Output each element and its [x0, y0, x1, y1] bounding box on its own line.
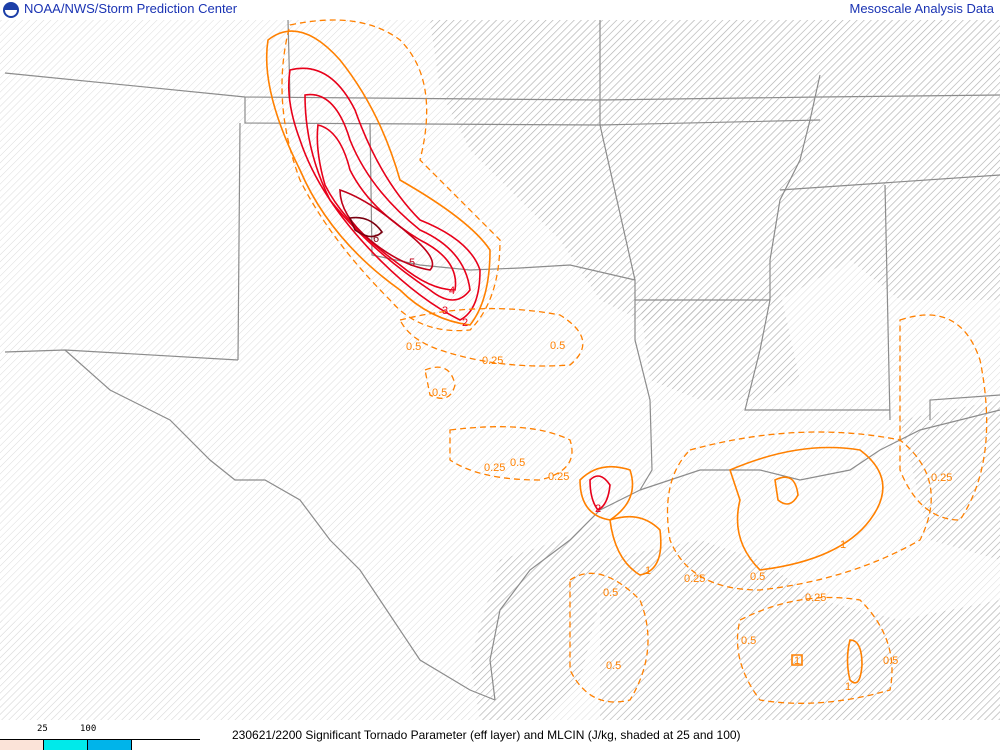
- contour-label: 0.5: [750, 571, 765, 583]
- legend-swatch: [44, 740, 88, 750]
- state-borders: [4, 19, 1000, 701]
- legend-swatch: [88, 740, 132, 750]
- footer: [0, 720, 1000, 750]
- contour-label: 0.5: [510, 457, 525, 469]
- contour-label: 4: [449, 285, 455, 297]
- contour-4: [316, 124, 457, 291]
- contour-6: [348, 216, 384, 238]
- contour-label: 0.25: [548, 471, 569, 483]
- contour-1: [265, 30, 491, 326]
- contour-label: 0.25: [805, 592, 826, 604]
- stp-contours: [265, 19, 988, 704]
- header-subtitle: Mesoscale Analysis Data: [849, 1, 994, 16]
- contour-label: 3: [442, 305, 448, 317]
- contour-label: 1: [845, 681, 851, 693]
- legend-tick: 25: [37, 724, 48, 734]
- map-caption: 230621/2200 Significant Tornado Paramete…: [232, 728, 741, 742]
- contour-label: 6: [373, 233, 379, 245]
- contour-0-25: [281, 19, 501, 332]
- cin-shading: [0, 20, 1000, 720]
- contour-label: 1: [645, 565, 651, 577]
- legend-tick: 100: [80, 724, 97, 734]
- contour-label: 0.5: [741, 635, 756, 647]
- contour-label: 0.5: [550, 340, 565, 352]
- contour-label: 5: [409, 257, 415, 269]
- contour-label: 0.5: [432, 387, 447, 399]
- contour-label: 0.5: [606, 660, 621, 672]
- contour-label: 0.25: [482, 355, 503, 367]
- contour-3: [304, 93, 471, 301]
- contour-label: 1: [794, 655, 800, 667]
- contour-labels: 6 5 4 3 2 2 1 1 1 1 0.5 0.5 0.5 0.5 0.5 …: [373, 233, 952, 693]
- header-title: NOAA/NWS/Storm Prediction Center: [24, 1, 238, 16]
- contour-label: 2: [462, 317, 468, 329]
- legend-swatch: [0, 740, 44, 750]
- contour-5: [339, 188, 434, 271]
- noaa-logo-icon: [3, 2, 19, 18]
- contour-label: 1: [840, 539, 846, 551]
- contour-label: 0.25: [684, 573, 705, 585]
- contour-label: 0.5: [406, 341, 421, 353]
- contour-label: 0.25: [931, 472, 952, 484]
- contour-label: 0.25: [484, 462, 505, 474]
- contour-label: 2: [595, 503, 601, 515]
- contour-label: 0.5: [603, 587, 618, 599]
- contour-2: [287, 67, 481, 321]
- contour-label: 0.5: [883, 655, 898, 667]
- color-legend: [0, 739, 200, 750]
